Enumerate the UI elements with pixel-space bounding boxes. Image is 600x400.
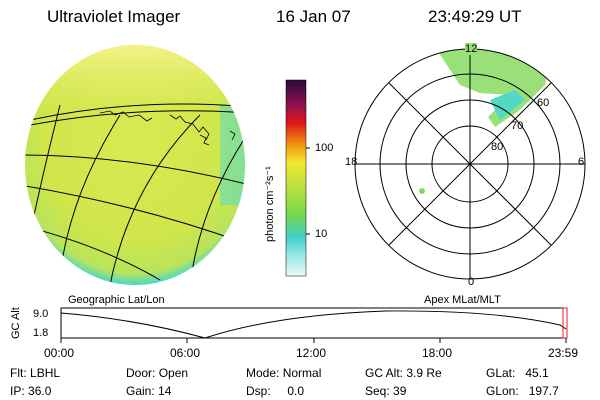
- status-gain-value: 14: [158, 384, 172, 398]
- time-tick-1800: 18:00: [422, 346, 453, 360]
- status-gc-alt: GC Alt: 3.9 Re: [365, 366, 442, 380]
- mlat-label-70: 70: [511, 120, 524, 132]
- status-mode-value: Normal: [282, 366, 322, 380]
- auroral-oval-region: [435, 49, 555, 127]
- status-glat-label: GLat:: [486, 366, 516, 380]
- status-gc-alt-value: 3.9 Re: [406, 366, 442, 380]
- status-seq: Seq: 39: [365, 384, 406, 398]
- status-ip-value: 36.0: [28, 384, 52, 398]
- date-label: 16 Jan 07: [276, 7, 351, 26]
- colorbar-tick-10: 10: [315, 228, 328, 240]
- altitude-ytick-9: 9.0: [33, 308, 49, 320]
- status-glat-value: 45.1: [525, 366, 549, 380]
- geo-grid: [25, 103, 245, 285]
- mlat-label-80: 80: [491, 141, 504, 153]
- status-filter-value: LBHL: [30, 366, 61, 380]
- colorbar: [285, 79, 310, 277]
- status-dsp: Dsp: 0.0: [246, 384, 304, 398]
- polar-plot: [354, 48, 586, 280]
- mlt-label-12: 12: [465, 43, 478, 55]
- status-glat: GLat: 45.1: [486, 366, 549, 380]
- mlt-label-6: 6: [578, 156, 585, 168]
- mlt-label-0: 0: [468, 276, 475, 288]
- status-glon: GLon: 197.7: [486, 384, 559, 398]
- status-seq-label: Seq:: [365, 384, 390, 398]
- mlt-label-18: 18: [345, 156, 358, 168]
- altitude-curve: [60, 310, 567, 339]
- geographic-panel-label: Geographic Lat/Lon: [68, 294, 165, 306]
- current-time-marker: [562, 307, 568, 339]
- time-tick-0000: 00:00: [44, 346, 75, 360]
- status-mode-label: Mode:: [246, 366, 280, 380]
- status-door: Door: Open: [126, 366, 188, 380]
- altitude-ytick-1-8: 1.8: [33, 327, 49, 339]
- status-seq-value: 39: [393, 384, 407, 398]
- status-ip: IP: 36.0: [10, 384, 51, 398]
- instrument-title: Ultraviolet Imager: [47, 7, 181, 26]
- status-filter: Flt: LBHL: [10, 366, 60, 380]
- status-dsp-value: 0.0: [287, 384, 305, 398]
- coastlines: [99, 110, 236, 146]
- altitude-ylabel: GC Alt: [10, 307, 22, 339]
- time-tick-0600: 06:00: [170, 346, 201, 360]
- status-door-value: Open: [158, 366, 189, 380]
- altitude-plot: [60, 307, 568, 343]
- status-mode: Mode: Normal: [246, 366, 321, 380]
- apex-panel-label: Apex MLat/MLT: [424, 294, 501, 306]
- colorbar-unit-label: photon cm⁻²s⁻¹: [264, 166, 276, 242]
- status-gain: Gain: 14: [126, 384, 171, 398]
- polar-grid: [354, 48, 586, 280]
- time-tick-2359: 23:59: [548, 346, 579, 360]
- status-dsp-label: Dsp:: [246, 384, 271, 398]
- mlat-label-60: 60: [537, 97, 550, 109]
- colorbar-tick-100: 100: [315, 142, 334, 154]
- status-ip-label: IP:: [10, 384, 25, 398]
- auroral-spot: [419, 188, 425, 194]
- colorbar-scale: [285, 79, 307, 277]
- status-gain-label: Gain:: [126, 384, 155, 398]
- time-tick-1200: 12:00: [296, 346, 327, 360]
- earth-image-panel: [25, 45, 245, 285]
- status-door-label: Door:: [126, 366, 156, 380]
- status-gc-alt-label: GC Alt:: [365, 366, 404, 380]
- status-glon-label: GLon:: [486, 384, 519, 398]
- status-filter-label: Flt:: [10, 366, 27, 380]
- status-glon-value: 197.7: [528, 384, 559, 398]
- time-label: 23:49:29 UT: [428, 7, 522, 26]
